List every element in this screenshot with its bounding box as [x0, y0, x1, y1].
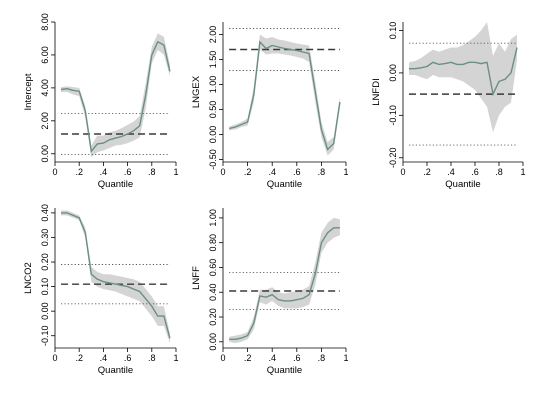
- x-tick-label: .4: [100, 353, 108, 363]
- x-tick-label: 1: [520, 167, 525, 177]
- chart-panel-3: 0 .2 .4 .6 .8 1 -0.20 -0.10 0.00 0.10 Quantile LNFD…: [371, 22, 526, 190]
- x-tick-label: 0: [400, 167, 405, 177]
- confidence-band: [409, 22, 517, 133]
- y-tick-label: 2.00: [40, 112, 50, 130]
- x-tick-label: 1: [343, 167, 348, 177]
- x-tick-label: .6: [471, 167, 479, 177]
- x-tick-label: .2: [75, 353, 83, 363]
- y-tick-label: 0.60: [208, 259, 218, 277]
- y-tick-label: 0.00: [40, 302, 50, 320]
- y-axis-title: LNCO2: [23, 262, 34, 294]
- y-tick-label: 1.00: [208, 209, 218, 227]
- x-tick-label: .2: [244, 353, 252, 363]
- x-tick-label: 1: [343, 353, 348, 363]
- y-axis-title: Intercept: [23, 73, 34, 110]
- x-axis-title: Quantile: [445, 179, 480, 190]
- x-tick-label: .6: [124, 353, 132, 363]
- y-tick-label: 0.20: [40, 253, 50, 271]
- y-tick-label: 0.00: [40, 145, 50, 163]
- y-tick-label: 1.00: [208, 76, 218, 94]
- chart-panel-1: 0 .2 .4 .6 .8 1 0.00 2.00 4.00 6.00 8.00 Quantile In…: [23, 13, 179, 190]
- x-tick-label: .4: [447, 167, 455, 177]
- y-tick-label: 0.10: [388, 22, 398, 40]
- x-tick-label: .8: [318, 353, 326, 363]
- quantile-estimate-line: [61, 212, 171, 339]
- y-tick-label: 0.30: [40, 229, 50, 247]
- y-tick-label: 0.00: [388, 64, 398, 82]
- x-axis-title: Quantile: [267, 365, 302, 376]
- x-tick-label: .4: [100, 167, 108, 177]
- quantile-estimate-line: [60, 40, 171, 153]
- y-tick-label: 8.00: [40, 13, 50, 31]
- x-tick-label: .8: [148, 167, 156, 177]
- y-tick-label: 0.10: [40, 278, 50, 296]
- y-tick-label: 4.00: [40, 79, 50, 97]
- x-tick-label: 1: [173, 167, 178, 177]
- x-tick-label: .6: [293, 167, 301, 177]
- x-axis-title: Quantile: [98, 365, 133, 376]
- confidence-band: [229, 217, 340, 343]
- x-tick-label: 0: [220, 167, 225, 177]
- x-tick-label: .6: [124, 167, 132, 177]
- x-tick-label: .4: [268, 167, 276, 177]
- x-tick-label: 1: [173, 353, 178, 363]
- y-axis-title: LNFDI: [371, 78, 382, 105]
- y-tick-label: 6.00: [40, 46, 50, 64]
- x-tick-label: .2: [244, 167, 252, 177]
- y-tick-label: 0.50: [208, 101, 218, 119]
- confidence-band: [61, 210, 170, 344]
- x-tick-label: .2: [423, 167, 431, 177]
- y-tick-label: -0.50: [208, 149, 218, 170]
- x-axis-title: Quantile: [267, 179, 302, 190]
- quantile-estimate-line: [229, 40, 341, 151]
- y-tick-label: 0.20: [208, 308, 218, 326]
- x-axis-title: Quantile: [98, 179, 133, 190]
- y-tick-label: 0.00: [208, 126, 218, 144]
- y-tick-label: -0.10: [388, 105, 398, 126]
- y-tick-label: 0.80: [208, 234, 218, 252]
- x-tick-label: .8: [318, 167, 326, 177]
- y-tick-label: 1.50: [208, 51, 218, 69]
- chart-panel-2: 0 .2 .4 .6 .8 1 -0.50 0.00 0.50 1.00 1.50 2.00 Quant…: [191, 22, 349, 190]
- x-tick-label: 0: [52, 353, 57, 363]
- y-tick-label: 0.00: [208, 333, 218, 351]
- x-tick-label: .4: [268, 353, 276, 363]
- y-tick-label: 0.40: [40, 204, 50, 222]
- y-tick-label: 2.00: [208, 26, 218, 44]
- x-tick-label: .8: [495, 167, 503, 177]
- x-tick-label: .2: [75, 167, 83, 177]
- chart-panel-5: 0 .2 .4 .6 .8 1 0.00 0.20 0.40 0.60 0.80 1.00 Quanti…: [191, 208, 349, 376]
- y-tick-label: -0.20: [388, 147, 398, 168]
- y-tick-label: 0.40: [208, 283, 218, 301]
- x-tick-label: 0: [220, 353, 225, 363]
- quantile-estimate-line: [409, 47, 518, 97]
- y-tick-label: -0.10: [40, 325, 50, 346]
- x-tick-label: 0: [52, 167, 57, 177]
- y-axis-title: LNFF: [191, 266, 202, 290]
- chart-panel-4: 0 .2 .4 .6 .8 1 -0.10 0.00 0.10 0.20 0.30 0.40 Quant…: [23, 204, 179, 376]
- quantile-estimate-line: [229, 227, 340, 340]
- x-tick-label: .8: [148, 353, 156, 363]
- y-axis-title: LNGEX: [191, 75, 202, 108]
- x-tick-label: .6: [293, 353, 301, 363]
